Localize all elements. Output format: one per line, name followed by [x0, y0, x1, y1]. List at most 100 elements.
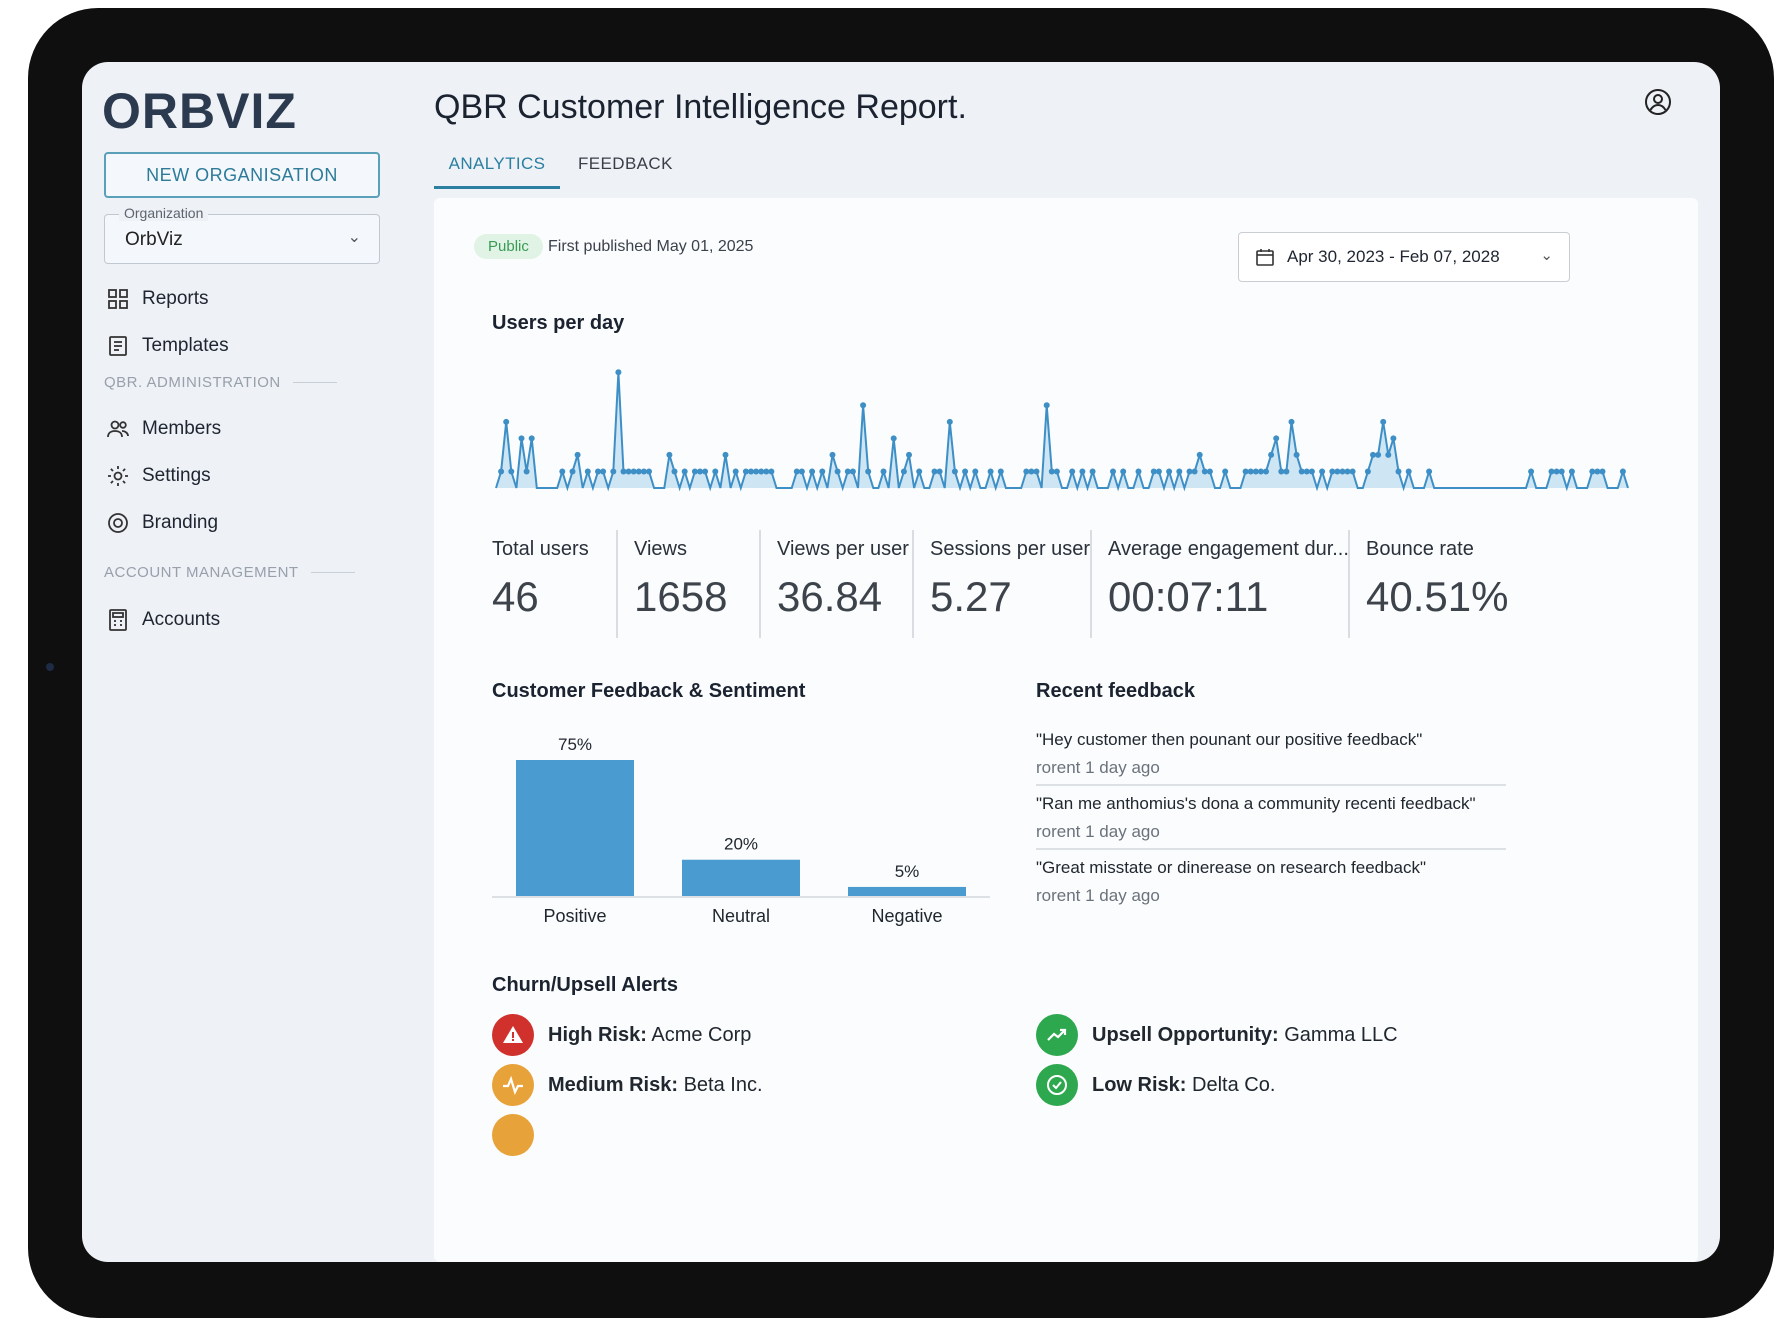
category-label: Negative [871, 906, 942, 926]
people-icon [107, 420, 129, 438]
users-point [758, 468, 765, 475]
users-point [1186, 468, 1193, 475]
users-point [1385, 451, 1392, 458]
users-point [1023, 468, 1030, 475]
palette-icon [108, 513, 128, 533]
users-point [906, 451, 912, 458]
users-point [900, 468, 907, 475]
sidebar-item-reports[interactable]: Reports [106, 284, 209, 314]
users-point [890, 435, 897, 442]
users-point [574, 451, 581, 458]
feedback-divider [1036, 848, 1506, 850]
users-point [798, 468, 805, 475]
stat-value: 40.51% [1366, 573, 1509, 620]
users-point [722, 451, 729, 458]
users-point [1528, 468, 1535, 475]
sidebar-item-branding[interactable]: Branding [106, 508, 218, 538]
users-point [987, 468, 994, 475]
users-point [1344, 468, 1351, 475]
users-point [1120, 468, 1127, 475]
users-point [1339, 468, 1346, 475]
users-point [595, 468, 601, 475]
section-label-administration: QBR. ADMINISTRATION [104, 374, 337, 391]
users-point [712, 468, 719, 475]
stat-label: Total users [492, 538, 589, 560]
users-point [1155, 468, 1162, 475]
users-point [742, 468, 749, 475]
alert-kind: High Risk: [548, 1023, 647, 1046]
users-point [1043, 402, 1050, 409]
date-range-picker[interactable]: Apr 30, 2023 - Feb 07, 2028 ⌄ [1238, 232, 1570, 282]
users-point [1426, 468, 1433, 475]
tab-feedback[interactable]: FEEDBACK [578, 154, 673, 173]
sidebar-item-label: Members [142, 418, 222, 439]
users-point [793, 468, 800, 475]
stat-value: 36.84 [777, 573, 883, 620]
alert-medium-risk[interactable]: Medium Risk: Beta Inc. [492, 1064, 763, 1106]
users-point [844, 468, 851, 475]
users-point [951, 468, 958, 475]
users-point [630, 468, 637, 475]
users-point [1568, 468, 1575, 475]
sidebar-item-label: Reports [142, 288, 209, 309]
users-point [620, 468, 627, 475]
feedback-item[interactable]: "Hey customer then pounant our positive … [1036, 730, 1506, 778]
bar-positive [516, 760, 634, 896]
new-organisation-button[interactable]: NEW ORGANISATION [104, 152, 380, 198]
feedback-quote: "Ran me anthomius's dona a community rec… [1036, 794, 1476, 813]
stat-label: Sessions per user [930, 538, 1091, 560]
alert-kind: Low Risk: [1092, 1073, 1187, 1096]
users-point [671, 468, 678, 475]
orbviz-logo[interactable]: ORBVIZ [102, 83, 297, 139]
feedback-item[interactable]: "Ran me anthomius's dona a community rec… [1036, 794, 1506, 842]
users-line [495, 372, 1629, 492]
users-point [1364, 468, 1371, 475]
users-point [860, 402, 867, 409]
camera-dot [46, 663, 54, 671]
feedback-quote: "Great misstate or dinerease on research… [1036, 858, 1427, 877]
organization-select[interactable]: Organization OrbViz ⌄ [104, 205, 380, 264]
sidebar-item-members[interactable]: Members [106, 414, 221, 444]
users-point [1558, 468, 1565, 475]
stat-value: 1658 [634, 573, 728, 620]
category-label: Neutral [712, 906, 770, 926]
users-point [1176, 468, 1183, 475]
pulse-icon [492, 1064, 534, 1106]
sidebar-item-templates[interactable]: Templates [106, 331, 229, 361]
users-point [768, 468, 775, 475]
users-point [1298, 468, 1305, 475]
users-point [508, 468, 515, 475]
published-date: First published May 01, 2025 [548, 238, 754, 255]
warning-icon [492, 1014, 534, 1056]
users-point [1553, 468, 1560, 475]
users-per-day-chart [495, 369, 1629, 492]
sentiment-bar-chart: 75% Positive 20% Neutral 5% Negative [492, 735, 990, 926]
feedback-item[interactable]: "Great misstate or dinerease on research… [1036, 858, 1506, 906]
user-account-icon[interactable] [1644, 88, 1672, 116]
users-point [1319, 468, 1326, 475]
tab-analytics[interactable]: ANALYTICS [434, 154, 560, 189]
sidebar-item-label: Settings [142, 465, 211, 486]
users-point [1196, 451, 1203, 458]
users-point [1589, 468, 1596, 475]
users-point [1053, 468, 1060, 475]
users-area [496, 372, 1628, 488]
users-point [1548, 468, 1555, 475]
users-point [1334, 468, 1341, 475]
organization-value: OrbViz [125, 229, 183, 250]
alert-partial-next [492, 1114, 548, 1156]
alert-high-risk[interactable]: High Risk: Acme Corp [492, 1014, 751, 1056]
users-point [936, 468, 943, 475]
users-point [559, 468, 566, 475]
users-point [972, 468, 979, 475]
alerts-title: Churn/Upsell Alerts [492, 974, 678, 996]
users-point [1242, 468, 1249, 475]
alert-upsell-opportunity[interactable]: Upsell Opportunity: Gamma LLC [1036, 1014, 1398, 1056]
users-point [1375, 451, 1382, 458]
sidebar-item-settings[interactable]: Settings [106, 461, 211, 491]
users-point [666, 451, 673, 458]
alert-low-risk[interactable]: Low Risk: Delta Co. [1036, 1064, 1275, 1106]
users-point [1201, 468, 1208, 475]
users-point [1033, 468, 1040, 475]
sidebar-item-accounts[interactable]: Accounts [106, 605, 220, 635]
